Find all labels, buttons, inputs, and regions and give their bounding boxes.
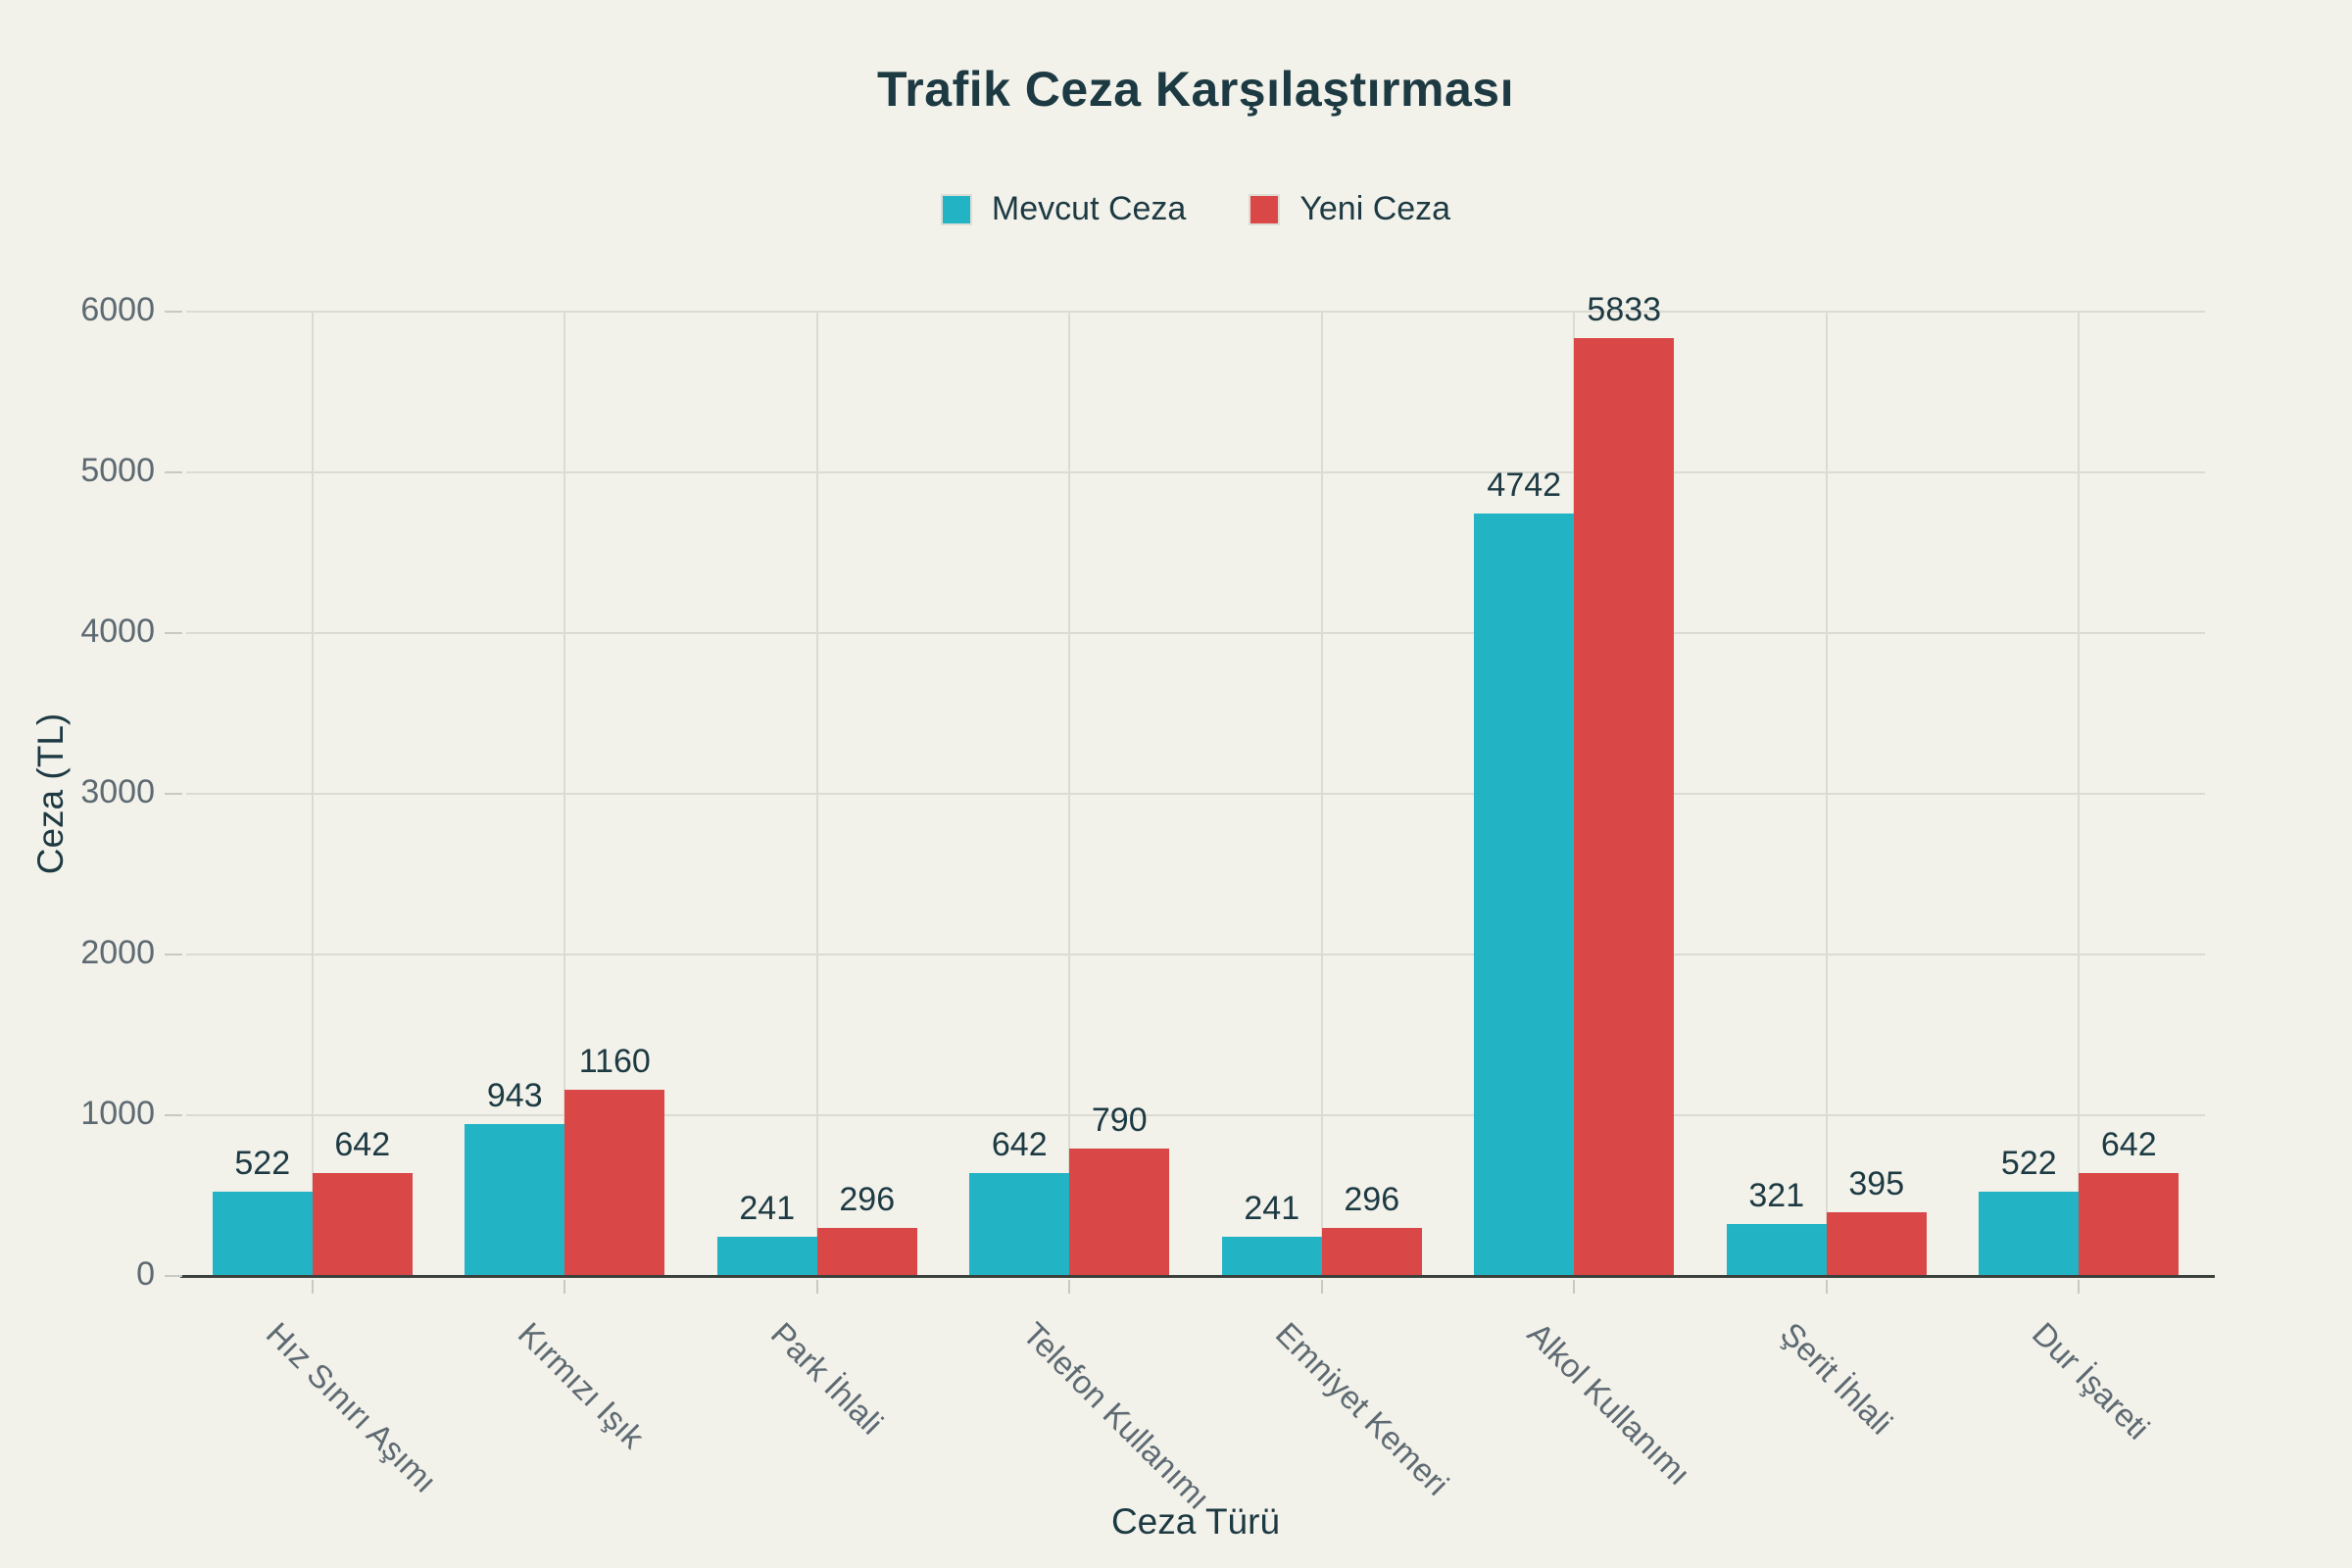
bar-value-label: 4742	[1487, 466, 1562, 505]
y-tick-label: 3000	[80, 773, 155, 810]
x-tick-mark	[311, 1280, 314, 1294]
horizontal-gridline	[186, 793, 2205, 795]
bar-mevcut-6	[1726, 1224, 1827, 1276]
y-tick-label: 2000	[80, 934, 155, 971]
bar-yeni-3	[1069, 1149, 1170, 1276]
bar-yeni-1	[564, 1089, 665, 1276]
y-tick-mark	[165, 954, 182, 956]
bar-yeni-5	[1574, 338, 1675, 1276]
bar-value-label: 642	[334, 1125, 391, 1163]
bar-yeni-2	[816, 1228, 917, 1276]
x-tick-mark	[2078, 1280, 2081, 1294]
x-category-label: Park İhlali	[763, 1315, 891, 1442]
x-tick-mark	[1320, 1280, 1323, 1294]
y-tick-mark	[165, 471, 182, 473]
legend: Mevcut Ceza Yeni Ceza	[186, 190, 2205, 228]
x-category-label: Dur İşareti	[2026, 1315, 2157, 1446]
bar-mevcut-5	[1474, 514, 1575, 1276]
x-category-label: Hız Sınırı Aşımı	[259, 1315, 444, 1500]
y-tick-mark	[165, 632, 182, 634]
bar-value-label: 395	[1848, 1165, 1905, 1203]
bar-value-label: 296	[839, 1181, 896, 1219]
bar-mevcut-0	[212, 1192, 313, 1276]
legend-item-yeni-ceza: Yeni Ceza	[1249, 190, 1450, 228]
bar-mevcut-1	[465, 1124, 565, 1276]
bar-mevcut-2	[716, 1237, 817, 1276]
bar-value-label: 5833	[1587, 291, 1662, 329]
x-category-label: Kırmızı Işık	[512, 1315, 652, 1455]
x-tick-mark	[1068, 1280, 1071, 1294]
y-tick-mark	[165, 1114, 182, 1116]
legend-label-mevcut-ceza: Mevcut Ceza	[991, 190, 1187, 227]
bar-value-label: 522	[234, 1145, 291, 1183]
x-axis-line	[180, 1275, 2215, 1278]
horizontal-gridline	[186, 632, 2205, 634]
horizontal-gridline	[186, 1114, 2205, 1116]
legend-swatch-yeni-ceza-icon	[1249, 193, 1281, 225]
bar-mevcut-7	[1979, 1192, 2080, 1276]
legend-swatch-mevcut-ceza-icon	[940, 193, 972, 225]
bar-value-label: 522	[2000, 1145, 2057, 1183]
x-category-label: Emniyet Kemeri	[1268, 1315, 1456, 1502]
bar-value-label: 241	[739, 1190, 796, 1228]
y-tick-label: 4000	[80, 612, 155, 650]
y-tick-mark	[165, 311, 182, 313]
bar-yeni-7	[2079, 1172, 2180, 1276]
horizontal-gridline	[186, 954, 2205, 956]
x-tick-mark	[1825, 1280, 1828, 1294]
bar-value-label: 321	[1748, 1177, 1805, 1215]
bar-mevcut-4	[1221, 1237, 1322, 1276]
bar-value-label: 790	[1091, 1102, 1148, 1140]
bar-yeni-4	[1321, 1228, 1422, 1276]
bar-value-label: 296	[1344, 1181, 1400, 1219]
x-tick-mark	[1573, 1280, 1576, 1294]
x-axis-title: Ceza Türü	[1110, 1501, 1281, 1542]
bar-yeni-6	[1826, 1212, 1927, 1276]
x-tick-mark	[564, 1280, 566, 1294]
bar-value-label: 1160	[578, 1042, 651, 1080]
bar-value-label: 241	[1244, 1190, 1300, 1228]
bar-value-label: 943	[486, 1077, 543, 1115]
x-category-label: Alkol Kullanımı	[1521, 1315, 1698, 1493]
bar-yeni-0	[312, 1172, 413, 1276]
horizontal-gridline	[186, 311, 2205, 313]
x-tick-mark	[815, 1280, 818, 1294]
plot-area: 522 642 943 1160 241 296 642 790 241 296 4742 5833 3…	[180, 291, 2215, 1278]
bar-mevcut-3	[969, 1172, 1070, 1276]
y-tick-mark	[165, 1275, 182, 1277]
chart-title: Trafik Ceza Karşılaştırması	[877, 62, 1514, 117]
y-tick-label: 1000	[80, 1095, 155, 1132]
x-category-label: Şerit İhlali	[1773, 1315, 1900, 1442]
bar-value-label: 642	[2100, 1125, 2157, 1163]
y-tick-label: 6000	[80, 291, 155, 328]
legend-label-yeni-ceza: Yeni Ceza	[1299, 190, 1451, 227]
y-axis-title: Ceza (TL)	[30, 712, 71, 875]
y-tick-mark	[165, 793, 182, 795]
y-tick-label: 5000	[80, 452, 155, 489]
legend-item-mevcut-ceza: Mevcut Ceza	[940, 190, 1187, 228]
y-tick-label: 0	[136, 1255, 155, 1293]
bar-value-label: 642	[991, 1125, 1048, 1163]
x-category-label: Telefon Kullanımı	[1016, 1315, 1218, 1517]
horizontal-gridline	[186, 471, 2205, 473]
